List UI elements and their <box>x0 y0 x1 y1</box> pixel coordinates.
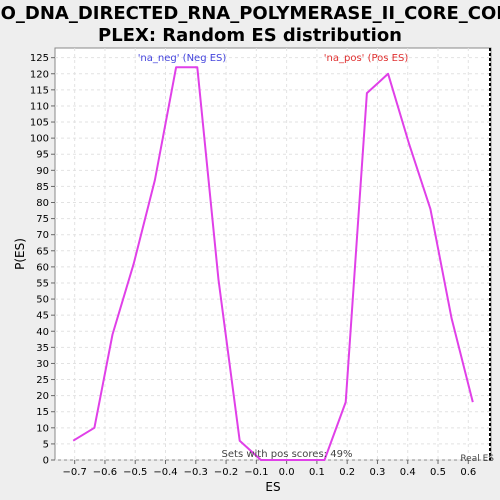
y-tick-label: 25 <box>36 375 49 386</box>
chart-title-line1: GO_DNA_DIRECTED_RNA_POLYMERASE_II_CORE_C… <box>0 3 500 24</box>
x-tick-label: 0.4 <box>400 467 416 478</box>
y-tick-label: 95 <box>36 150 49 161</box>
y-tick-label: 0 <box>43 456 49 467</box>
x-tick-label: 0.5 <box>430 467 446 478</box>
y-tick-label: 65 <box>36 246 49 257</box>
pos-es-label: 'na_pos' (Pos ES) <box>324 53 409 64</box>
y-tick-label: 120 <box>30 69 49 80</box>
es-distribution-line <box>72 66 474 461</box>
pos-scores-footer: Sets with pos scores: 49% <box>222 449 353 460</box>
x-tick-label: 0.1 <box>309 467 325 478</box>
y-tick-label: 20 <box>36 391 49 402</box>
y-tick-label: 40 <box>36 327 49 338</box>
y-tick-label: 60 <box>36 262 49 273</box>
x-tick-label: 0.2 <box>339 467 355 478</box>
x-tick-label: −0.7 <box>63 467 87 478</box>
x-tick-label: −0.4 <box>153 467 177 478</box>
y-tick-label: 85 <box>36 182 49 193</box>
neg-es-label: 'na_neg' (Neg ES) <box>138 53 227 64</box>
y-axis-label: P(ES) <box>13 238 27 270</box>
y-tick-label: 125 <box>30 53 49 64</box>
y-tick-label: 100 <box>30 134 49 145</box>
y-tick-label: 30 <box>36 359 49 370</box>
x-tick-label: −0.3 <box>184 467 208 478</box>
y-tick-label: 90 <box>36 166 49 177</box>
x-tick-label: −0.2 <box>214 467 238 478</box>
y-tick-label: 115 <box>30 85 49 96</box>
y-tick-label: 15 <box>36 407 49 418</box>
axis-ticks: 0 5 10 15 20 25 30 35 40 45 50 55 60 65 70 75 80 85 90 95 10… <box>30 53 476 478</box>
chart-title-line2: PLEX: Random ES distribution <box>98 25 402 46</box>
y-tick-label: 80 <box>36 198 49 209</box>
y-tick-label: 110 <box>30 101 49 112</box>
x-tick-label: 0.0 <box>279 467 295 478</box>
x-tick-label: −0.6 <box>93 467 117 478</box>
x-axis-label: ES <box>265 480 280 494</box>
x-tick-label: −0.5 <box>123 467 147 478</box>
series-lines <box>72 66 474 461</box>
y-tick-label: 10 <box>36 423 49 434</box>
plot-area <box>54 47 492 461</box>
y-tick-label: 70 <box>36 230 49 241</box>
y-tick-label: 35 <box>36 343 49 354</box>
y-tick-label: 5 <box>43 439 49 450</box>
x-tick-label: 0.3 <box>370 467 386 478</box>
x-tick-label: −0.1 <box>244 467 268 478</box>
y-tick-label: 50 <box>36 295 49 306</box>
x-tick-label: 0.6 <box>460 467 476 478</box>
y-tick-label: 45 <box>36 311 49 322</box>
y-tick-label: 55 <box>36 278 49 289</box>
real-es-label: Real ES <box>460 454 494 464</box>
y-tick-label: 75 <box>36 214 49 225</box>
y-tick-label: 105 <box>30 118 49 129</box>
